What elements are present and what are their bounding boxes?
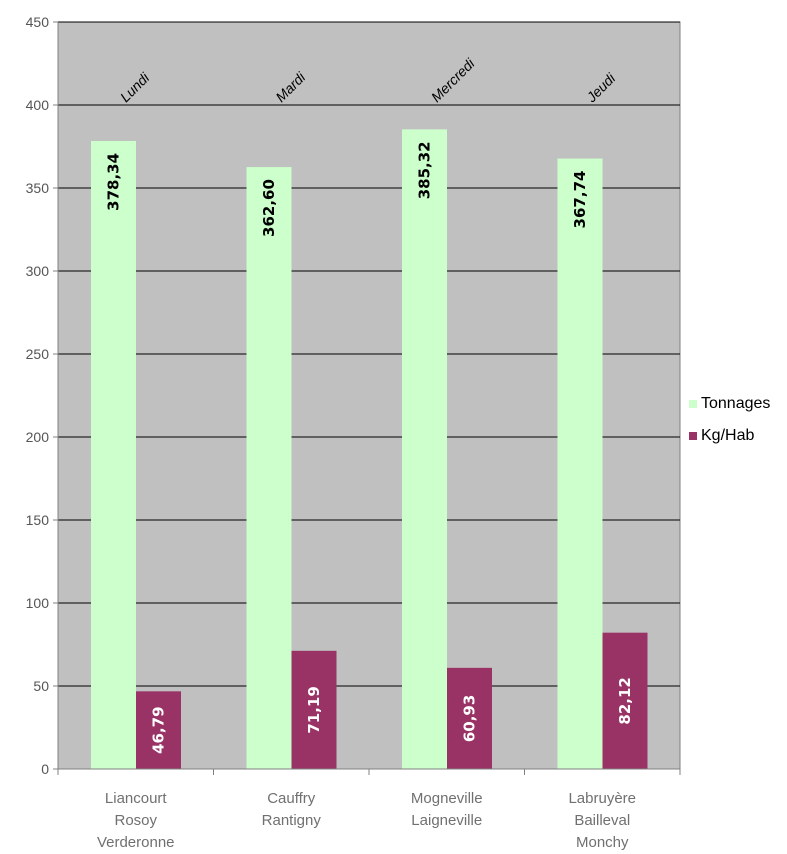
y-tick-label: 300 xyxy=(26,263,50,279)
legend-swatch xyxy=(689,432,697,440)
y-tick-label: 450 xyxy=(26,14,50,30)
x-category-label: Monchy xyxy=(576,834,629,851)
data-label: 71,19 xyxy=(305,686,323,733)
data-label: 362,60 xyxy=(260,179,278,237)
x-category-label: Rantigny xyxy=(262,812,322,829)
x-category-label: Labruyère xyxy=(568,790,636,807)
legend: Tonnages Kg/Hab xyxy=(689,395,770,444)
x-category-label: Verderonne xyxy=(97,834,175,851)
x-category-label: Bailleval xyxy=(574,812,630,829)
bar-kg-hab xyxy=(136,691,181,769)
bar-tonnages xyxy=(91,140,136,770)
x-category-label: Laigneville xyxy=(411,812,482,829)
x-category-label: Liancourt xyxy=(105,790,168,807)
x-category-label: Mogneville xyxy=(411,790,483,807)
bar-kg-hab xyxy=(602,632,648,769)
y-tick-label: 100 xyxy=(26,595,50,611)
y-tick-label: 0 xyxy=(41,761,49,777)
bar-tonnages xyxy=(557,158,603,769)
x-category-label: Cauffry xyxy=(267,790,316,807)
bar-tonnages xyxy=(402,129,447,770)
data-label: 378,34 xyxy=(105,153,123,211)
x-category-label: Rosoy xyxy=(114,812,157,829)
data-label: 367,74 xyxy=(571,171,589,229)
data-label: 82,12 xyxy=(616,677,634,724)
y-tick-label: 250 xyxy=(26,346,50,362)
y-tick-label: 150 xyxy=(26,512,50,528)
bars xyxy=(91,129,648,770)
legend-entry: Tonnages xyxy=(701,395,770,412)
bar-tonnages xyxy=(246,167,292,770)
y-tick-label: 350 xyxy=(26,180,50,196)
legend-entry: Kg/Hab xyxy=(701,427,754,444)
y-tick-label: 50 xyxy=(33,678,49,694)
data-label: 60,93 xyxy=(461,695,479,742)
y-tick-label: 400 xyxy=(26,97,50,113)
legend-swatch xyxy=(689,400,697,408)
axes: 0 50 100 150 200 250 300 350 400 450 Liancourt Roso… xyxy=(26,14,681,851)
bar-kg-hab xyxy=(291,650,337,769)
bar-kg-hab xyxy=(447,667,492,769)
y-tick-label: 200 xyxy=(26,429,50,445)
data-label: 46,79 xyxy=(150,706,168,753)
data-label: 385,32 xyxy=(416,141,434,199)
